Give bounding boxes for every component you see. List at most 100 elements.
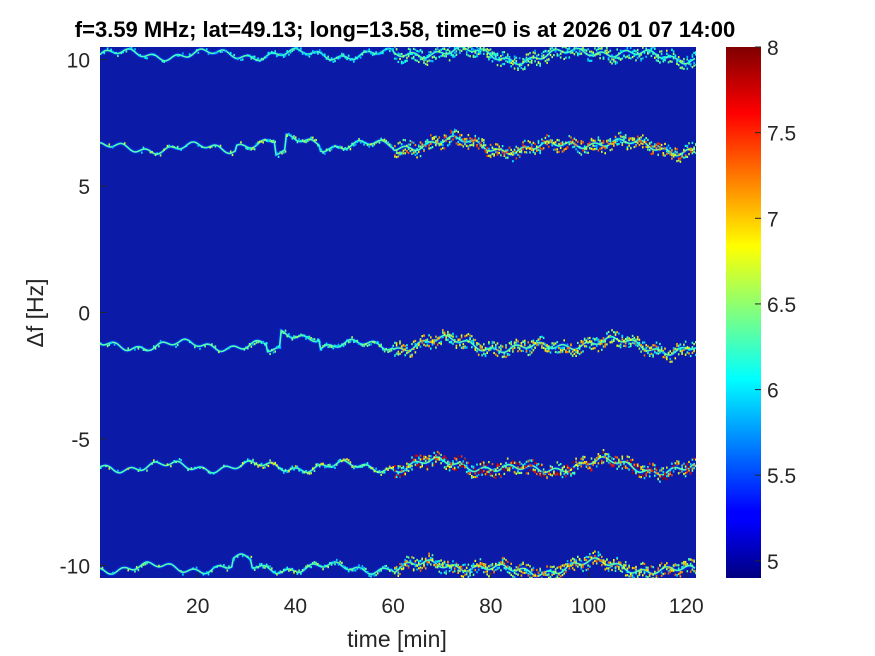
trace-pixel [291,465,294,468]
trace-pixel [589,466,591,470]
trace-pixel [556,471,559,474]
trace-pixel [662,60,665,63]
trace-pixel [642,45,644,47]
trace-pixel [525,465,528,468]
trace-pixel [491,470,494,473]
trace-pixel [501,63,504,66]
trace-pixel [684,156,687,159]
trace-pixel [611,339,613,342]
trace-pixel [604,340,606,343]
trace-pixel [654,47,656,50]
trace-pixel [595,562,598,565]
trace-pixel [397,472,400,475]
trace-pixel [421,567,423,570]
trace-pixel [486,463,488,466]
trace-pixel [361,565,364,568]
trace-pixel [195,566,198,569]
trace-pixel [404,560,406,563]
trace-pixel [530,148,533,152]
trace-pixel [277,467,280,470]
trace-pixel [418,145,420,148]
trace-pixel [613,457,615,461]
trace-pixel [498,148,500,151]
trace-pixel [353,60,355,63]
trace-pixel [580,140,583,143]
trace-pixel [377,140,379,143]
trace-pixel [206,48,208,51]
trace-pixel [298,138,300,141]
trace-pixel [283,471,285,474]
trace-pixel [313,51,316,54]
trace-pixel [575,354,577,357]
trace-pixel [486,48,488,51]
trace-pixel [464,466,466,469]
trace-pixel [419,338,422,341]
trace-pixel [537,574,540,577]
trace-pixel [626,55,629,58]
trace-pixel [380,569,382,572]
trace-pixel [176,145,179,148]
trace-pixel [312,50,314,53]
trace-pixel [288,53,290,56]
trace-pixel [515,56,518,59]
trace-pixel [471,346,473,349]
trace-pixel [424,143,427,146]
trace-pixel [436,343,439,346]
trace-pixel [153,53,155,56]
trace-pixel [630,47,632,49]
trace-pixel [467,340,470,343]
trace-pixel [426,468,429,471]
trace-pixel [534,341,536,345]
trace-pixel [404,345,406,348]
trace-pixel [296,572,299,575]
trace-pixel [554,141,557,144]
trace-pixel [418,567,420,570]
trace-pixel [433,339,435,342]
trace-pixel [594,145,596,148]
trace-pixel [544,347,547,350]
trace-pixel [647,470,649,474]
trace-pixel [597,551,600,554]
trace-pixel [493,52,495,55]
trace-pixel [484,354,487,358]
trace-pixel [524,342,526,345]
trace-pixel [575,457,577,460]
trace-pixel [469,137,471,140]
trace-pixel [525,569,528,572]
trace-pixel [293,48,295,51]
trace-pixel [404,148,406,151]
trace-pixel [634,578,636,580]
trace-pixel [294,465,297,468]
trace-pixel [318,564,321,567]
trace-pixel [590,340,593,343]
trace-pixel [476,474,478,478]
trace-pixel [631,50,634,53]
trace-pixel [394,476,396,479]
trace-pixel [532,51,535,54]
trace-pixel [667,61,670,64]
trace-pixel [378,141,381,144]
trace-pixel [344,56,347,59]
trace-pixel [635,470,637,473]
trace-pixel [385,467,388,470]
trace-pixel [556,54,559,57]
trace-pixel [505,149,507,152]
trace-pixel [656,578,658,580]
trace-pixel [453,567,456,570]
trace-pixel [365,463,367,466]
trace-pixel [291,49,294,53]
trace-pixel [542,54,545,57]
trace-pixel [423,59,425,62]
trace-pixel [294,570,297,573]
trace-pixel [508,469,511,472]
trace-pixel [607,51,610,54]
trace-pixel [561,350,564,353]
trace-pixel [289,467,292,470]
trace-pixel [341,146,343,149]
trace-pixel [522,465,524,468]
trace-pixel [666,150,668,153]
trace-pixel [537,338,540,341]
trace-pixel [568,350,571,353]
trace-pixel [601,555,603,558]
trace-pixel [359,56,362,59]
